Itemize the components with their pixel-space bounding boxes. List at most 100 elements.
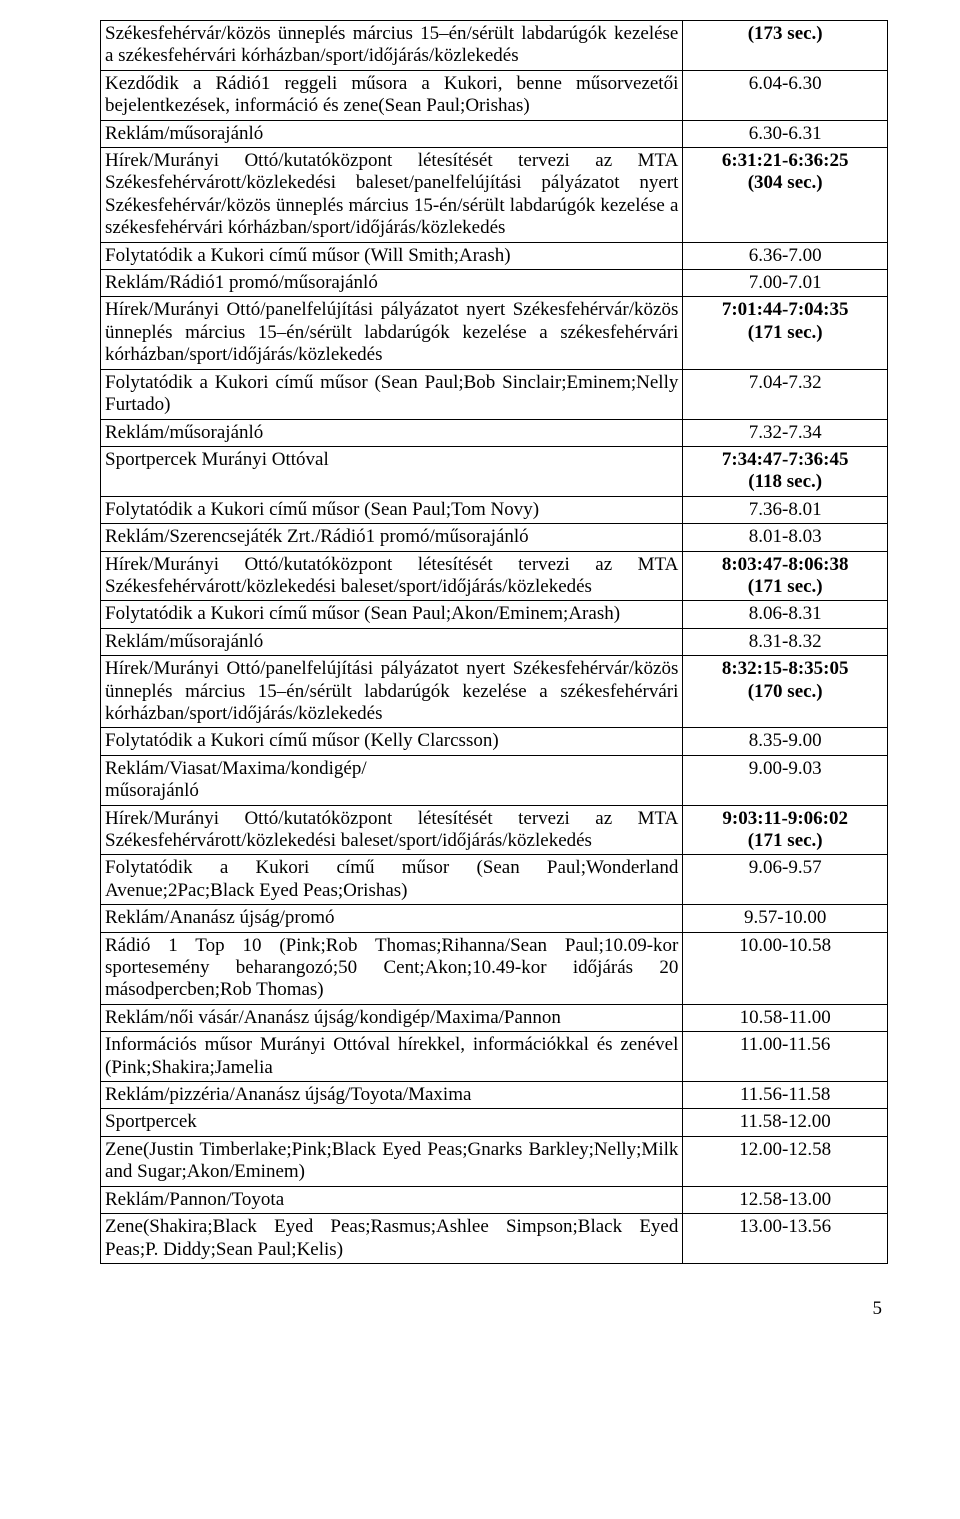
table-row: Reklám/Pannon/Toyota12.58-13.00 — [101, 1186, 888, 1213]
time-slot: 9.00-9.03 — [683, 755, 888, 805]
table-row: Reklám/Szerencsejáték Zrt./Rádió1 promó/… — [101, 524, 888, 551]
table-row: Reklám/pizzéria/Ananász újság/Toyota/Max… — [101, 1082, 888, 1109]
time-slot: 8:03:47-8:06:38(171 sec.) — [683, 551, 888, 601]
program-description: Rádió 1 Top 10 (Pink;Rob Thomas;Rihanna/… — [101, 932, 683, 1004]
program-description: Reklám/pizzéria/Ananász újság/Toyota/Max… — [101, 1082, 683, 1109]
time-value: (170 sec.) — [687, 681, 883, 703]
time-slot: 8.06-8.31 — [683, 601, 888, 628]
time-slot: 7.32-7.34 — [683, 419, 888, 446]
table-row: Folytatódik a Kukori című műsor (Sean Pa… — [101, 601, 888, 628]
schedule-body: Székesfehérvár/közös ünneplés március 15… — [101, 21, 888, 1264]
time-value: 8.01-8.03 — [687, 526, 883, 548]
time-value: 13.00-13.56 — [687, 1216, 883, 1238]
table-row: Zene(Justin Timberlake;Pink;Black Eyed P… — [101, 1136, 888, 1186]
table-row: Folytatódik a Kukori című műsor (Sean Pa… — [101, 369, 888, 419]
program-description: Hírek/Murányi Ottó/panelfelújítási pályá… — [101, 297, 683, 369]
document-page: Székesfehérvár/közös ünneplés március 15… — [0, 0, 960, 1344]
time-value: 6.30-6.31 — [687, 123, 883, 145]
table-row: Hírek/Murányi Ottó/panelfelújítási pályá… — [101, 656, 888, 728]
program-description: Zene(Shakira;Black Eyed Peas;Rasmus;Ashl… — [101, 1214, 683, 1264]
time-value: 9.00-9.03 — [687, 758, 883, 780]
time-slot: 11.58-12.00 — [683, 1109, 888, 1136]
program-description: Folytatódik a Kukori című műsor (Sean Pa… — [101, 496, 683, 523]
time-value: 9.06-9.57 — [687, 857, 883, 879]
time-slot: 11.56-11.58 — [683, 1082, 888, 1109]
table-row: Székesfehérvár/közös ünneplés március 15… — [101, 21, 888, 71]
time-value: 11.56-11.58 — [687, 1084, 883, 1106]
time-value: 11.00-11.56 — [687, 1034, 883, 1056]
table-row: Folytatódik a Kukori című műsor (Sean Pa… — [101, 855, 888, 905]
program-description: Reklám/Szerencsejáték Zrt./Rádió1 promó/… — [101, 524, 683, 551]
time-value: 7.32-7.34 — [687, 422, 883, 444]
table-row: Hírek/Murányi Ottó/kutatóközpont létesít… — [101, 805, 888, 855]
page-number: 5 — [100, 1264, 888, 1320]
time-value: 7.00-7.01 — [687, 272, 883, 294]
time-value: 12.00-12.58 — [687, 1139, 883, 1161]
time-value: 9:03:11-9:06:02 — [687, 808, 883, 830]
table-row: Folytatódik a Kukori című műsor (Will Sm… — [101, 242, 888, 269]
table-row: Sportpercek11.58-12.00 — [101, 1109, 888, 1136]
table-row: Sportpercek Murányi Ottóval7:34:47-7:36:… — [101, 446, 888, 496]
table-row: Rádió 1 Top 10 (Pink;Rob Thomas;Rihanna/… — [101, 932, 888, 1004]
time-value: 7:01:44-7:04:35 — [687, 299, 883, 321]
time-slot: 6.04-6.30 — [683, 70, 888, 120]
time-value: 10.00-10.58 — [687, 935, 883, 957]
schedule-table: Székesfehérvár/közös ünneplés március 15… — [100, 20, 888, 1264]
program-description: Reklám/műsorajánló — [101, 628, 683, 655]
time-value: 6.04-6.30 — [687, 73, 883, 95]
time-slot: 9:03:11-9:06:02(171 sec.) — [683, 805, 888, 855]
time-value: 8:03:47-8:06:38 — [687, 554, 883, 576]
program-description: Információs műsor Murányi Ottóval hírekk… — [101, 1032, 683, 1082]
time-slot: 7:01:44-7:04:35(171 sec.) — [683, 297, 888, 369]
time-slot: 9.06-9.57 — [683, 855, 888, 905]
time-value: 8.35-9.00 — [687, 730, 883, 752]
table-row: Reklám/műsorajánló6.30-6.31 — [101, 120, 888, 147]
time-slot: 10.00-10.58 — [683, 932, 888, 1004]
program-description: Székesfehérvár/közös ünneplés március 15… — [101, 21, 683, 71]
time-slot: 6:31:21-6:36:25(304 sec.) — [683, 148, 888, 243]
program-description: Hírek/Murányi Ottó/kutatóközpont létesít… — [101, 148, 683, 243]
program-description: Reklám/Rádió1 promó/műsorajánló — [101, 270, 683, 297]
time-slot: 8.35-9.00 — [683, 728, 888, 755]
program-description: Hírek/Murányi Ottó/panelfelújítási pályá… — [101, 656, 683, 728]
time-slot: 10.58-11.00 — [683, 1004, 888, 1031]
time-value: (304 sec.) — [687, 172, 883, 194]
table-row: Reklám/Ananász újság/promó9.57-10.00 — [101, 905, 888, 932]
program-description: Reklám/műsorajánló — [101, 419, 683, 446]
table-row: Folytatódik a Kukori című műsor (Kelly C… — [101, 728, 888, 755]
program-description: Reklám/Pannon/Toyota — [101, 1186, 683, 1213]
time-value: (171 sec.) — [687, 576, 883, 598]
program-description: Reklám/Ananász újság/promó — [101, 905, 683, 932]
time-value: (173 sec.) — [687, 23, 883, 45]
program-description: Folytatódik a Kukori című műsor (Sean Pa… — [101, 855, 683, 905]
table-row: Információs műsor Murányi Ottóval hírekk… — [101, 1032, 888, 1082]
time-slot: 6.36-7.00 — [683, 242, 888, 269]
time-slot: 7.04-7.32 — [683, 369, 888, 419]
time-value: 7.36-8.01 — [687, 499, 883, 521]
program-description: Hírek/Murányi Ottó/kutatóközpont létesít… — [101, 805, 683, 855]
program-description: Zene(Justin Timberlake;Pink;Black Eyed P… — [101, 1136, 683, 1186]
time-slot: 8:32:15-8:35:05(170 sec.) — [683, 656, 888, 728]
time-slot: 8.01-8.03 — [683, 524, 888, 551]
time-value: 8.31-8.32 — [687, 631, 883, 653]
program-description: Sportpercek — [101, 1109, 683, 1136]
time-value: 6.36-7.00 — [687, 245, 883, 267]
table-row: Reklám/műsorajánló7.32-7.34 — [101, 419, 888, 446]
time-value: 7:34:47-7:36:45 — [687, 449, 883, 471]
table-row: Reklám/női vásár/Ananász újság/kondigép/… — [101, 1004, 888, 1031]
time-value: 10.58-11.00 — [687, 1007, 883, 1029]
time-slot: 11.00-11.56 — [683, 1032, 888, 1082]
time-value: 11.58-12.00 — [687, 1111, 883, 1133]
table-row: Reklám/műsorajánló8.31-8.32 — [101, 628, 888, 655]
time-value: (118 sec.) — [687, 471, 883, 493]
program-description: Folytatódik a Kukori című műsor (Will Sm… — [101, 242, 683, 269]
time-value: 12.58-13.00 — [687, 1189, 883, 1211]
program-description: Reklám/műsorajánló — [101, 120, 683, 147]
program-description: Reklám/női vásár/Ananász újság/kondigép/… — [101, 1004, 683, 1031]
time-slot: 7.00-7.01 — [683, 270, 888, 297]
time-value: 7.04-7.32 — [687, 372, 883, 394]
table-row: Reklám/Rádió1 promó/műsorajánló7.00-7.01 — [101, 270, 888, 297]
time-value: 8.06-8.31 — [687, 603, 883, 625]
time-slot: 12.00-12.58 — [683, 1136, 888, 1186]
time-slot: (173 sec.) — [683, 21, 888, 71]
